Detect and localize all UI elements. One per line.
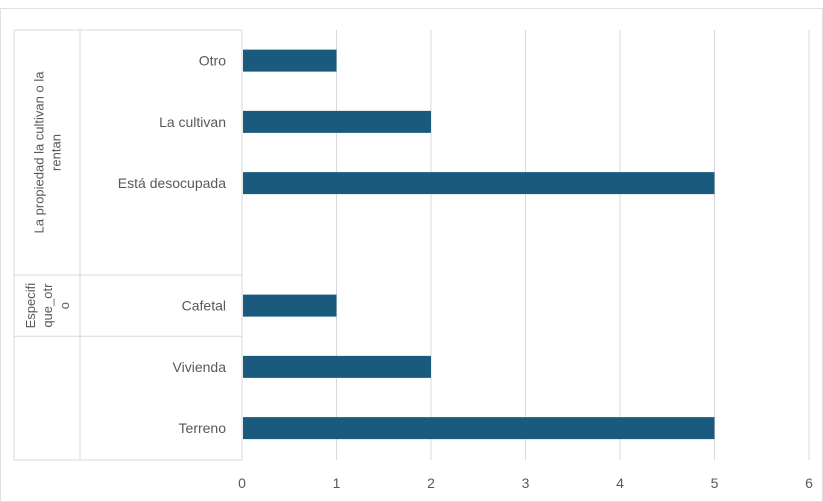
bar [243,172,715,195]
category-label: Otro [199,53,226,69]
bar [243,294,337,317]
group-label-line: rentan [49,134,64,171]
bar [243,110,431,133]
category-labels: Otro La cultivan Está desocupada Cafetal Viv… [118,53,226,437]
group-label-line: Especifi [23,283,38,329]
category-label: La cultivan [159,114,226,130]
x-tick-label: 6 [805,475,813,491]
x-tick-label: 4 [616,475,624,491]
category-label: Está desocupada [118,175,226,191]
category-label: Vivienda [173,359,227,375]
x-tick-label: 5 [711,475,719,491]
bar [243,355,431,378]
axis-lines [13,29,243,461]
category-label: Terreno [179,420,227,436]
group-label: La propiedad la cultivan o la rentan [32,71,64,234]
group-label-line: que_otr [40,283,55,328]
group-labels: La propiedad la cultivan o la rentan Espec… [23,71,72,329]
group-label: Especifi que_otr o [23,283,72,329]
x-tick-label: 2 [427,475,435,491]
group-label-line: o [57,302,72,309]
bar [243,417,715,440]
x-tick-label: 1 [333,475,341,491]
bars [243,49,715,440]
x-tick-label: 0 [238,475,246,491]
x-tick-label: 3 [522,475,530,491]
bar [243,49,337,72]
category-label: Cafetal [182,298,226,314]
gridlines [336,30,810,460]
group-label-line: La propiedad la cultivan o la [32,71,47,234]
x-tick-labels: 0 1 2 3 4 5 6 [238,475,813,491]
